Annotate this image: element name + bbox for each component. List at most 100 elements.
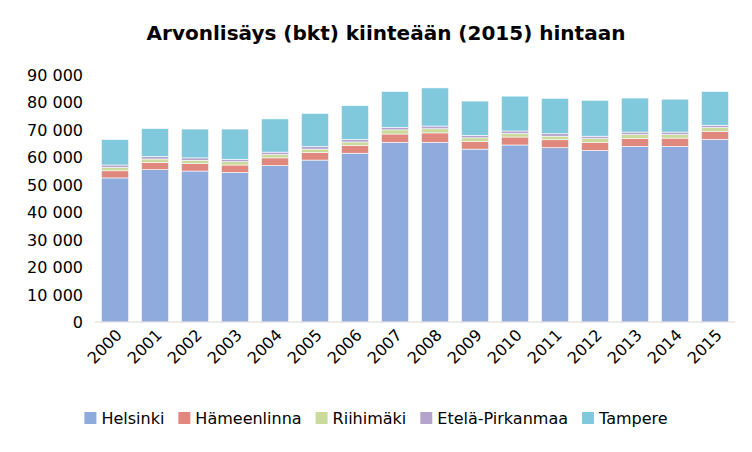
bar: [661, 135, 688, 139]
title: Arvonlisäys (bkt) kiinteään (2015) hinta…: [147, 21, 626, 45]
bar: [701, 139, 728, 322]
y-tick-label: 10 000: [27, 286, 83, 305]
bar: [661, 138, 688, 146]
legend: HelsinkiHämeenlinnaRiihimäkiEtelä-Pirkan…: [84, 409, 667, 428]
tick-mark: [92, 212, 95, 213]
bar: [581, 142, 608, 150]
bar: [221, 172, 248, 322]
legend-label: Helsinki: [101, 409, 164, 428]
bar: [581, 150, 608, 322]
legend-label: Hämeenlinna: [195, 409, 301, 428]
bar: [541, 140, 568, 148]
x-tick-label: 2013: [604, 325, 646, 367]
bar: [141, 162, 168, 169]
bar: [461, 101, 488, 135]
bar: [661, 146, 688, 322]
x-tick-label: 2010: [484, 325, 526, 367]
y-tick-label: 90 000: [27, 66, 83, 85]
y-tick-label: 70 000: [27, 121, 83, 140]
bar: [141, 157, 168, 159]
legend-swatch: [178, 412, 190, 424]
chart: Arvonlisäys (bkt) kiinteään (2015) hinta…: [0, 0, 752, 452]
bar: [181, 129, 208, 158]
bar: [221, 162, 248, 165]
legend-swatch: [316, 412, 328, 424]
bar: [341, 153, 368, 322]
x-tick-label: 2003: [204, 325, 246, 367]
y-tick-label: 50 000: [27, 176, 83, 195]
bar: [181, 160, 208, 163]
bar: [621, 132, 648, 134]
bar: [621, 135, 648, 139]
bar: [381, 130, 408, 134]
bar: [381, 142, 408, 322]
tick-mark: [92, 157, 95, 158]
bar: [541, 136, 568, 140]
bar: [341, 145, 368, 153]
tick-mark: [92, 294, 95, 295]
bar: [501, 145, 528, 322]
bar: [341, 142, 368, 145]
bar: [221, 159, 248, 161]
x-tick-label: 2012: [564, 325, 606, 367]
x-tick-label: 2009: [444, 325, 486, 367]
bar: [101, 167, 128, 170]
bar: [101, 178, 128, 322]
bar: [461, 135, 488, 137]
bar: [301, 113, 328, 146]
bar: [261, 166, 288, 322]
y-tick-label: 60 000: [27, 148, 83, 167]
bar: [421, 133, 448, 142]
bar: [381, 134, 408, 142]
bar: [541, 134, 568, 136]
bar: [261, 119, 288, 152]
bar: [701, 125, 728, 127]
tick-mark: [92, 267, 95, 268]
legend-item: Helsinki: [84, 409, 164, 428]
bar: [141, 129, 168, 157]
bar: [141, 159, 168, 162]
bar: [501, 137, 528, 145]
x-tick-label: 2002: [164, 325, 206, 367]
bar: [421, 142, 448, 322]
bar: [181, 164, 208, 171]
bar: [461, 149, 488, 322]
x-axis: 2000200120022003200420052006200720082009…: [84, 322, 735, 368]
x-tick-label: 2001: [124, 325, 166, 367]
bar: [381, 127, 408, 129]
bar: [181, 171, 208, 322]
bar: [141, 170, 168, 322]
x-tick-label: 2006: [324, 325, 366, 367]
y-tick-label: 40 000: [27, 203, 83, 222]
x-axis-line: [95, 322, 735, 323]
x-tick-label: 2007: [364, 325, 406, 367]
bar: [461, 141, 488, 149]
bar: [621, 146, 648, 322]
bar: [581, 100, 608, 136]
bar: [261, 158, 288, 166]
bar: [181, 158, 208, 160]
bar: [101, 139, 128, 165]
tick-mark: [92, 322, 95, 323]
x-tick-label: 2004: [244, 325, 286, 367]
bar: [421, 129, 448, 133]
bar: [541, 148, 568, 322]
bar: [421, 88, 448, 126]
tick-mark: [92, 75, 95, 76]
bar: [301, 152, 328, 160]
legend-swatch: [84, 412, 96, 424]
bar: [101, 165, 128, 167]
legend-item: Tampere: [582, 409, 668, 428]
bar: [341, 106, 368, 140]
y-tick-label: 20 000: [27, 258, 83, 277]
bar: [101, 171, 128, 178]
legend-label: Tampere: [598, 409, 668, 428]
bar: [301, 147, 328, 149]
bar: [421, 126, 448, 129]
bar: [701, 131, 728, 139]
x-tick-label: 2000: [84, 325, 126, 367]
x-tick-label: 2011: [524, 325, 566, 367]
tick-mark: [92, 102, 95, 103]
bar: [661, 132, 688, 134]
bars: [101, 88, 728, 322]
